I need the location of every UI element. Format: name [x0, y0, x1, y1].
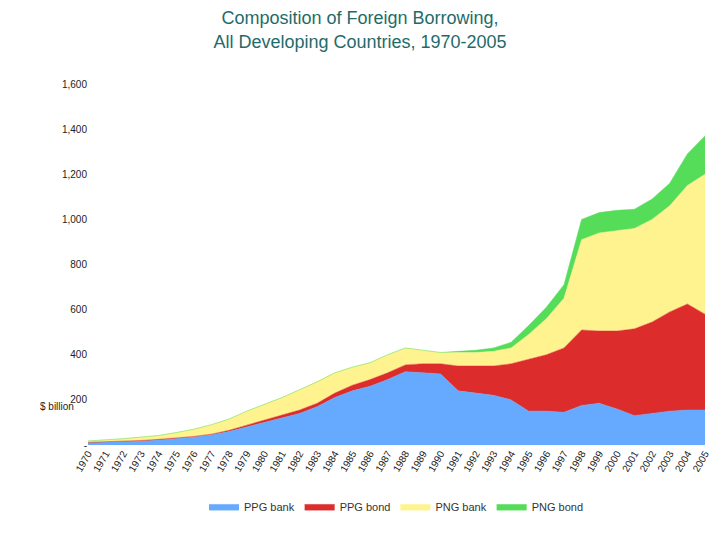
svg-text:1976: 1976 [179, 449, 200, 474]
svg-text:1986: 1986 [355, 449, 376, 474]
svg-text:Composition of Foreign Borrowi: Composition of Foreign Borrowing,All Dev… [213, 8, 506, 51]
svg-text:1,000: 1,000 [62, 214, 87, 225]
svg-text:1990: 1990 [426, 449, 447, 474]
svg-text:1984: 1984 [320, 449, 341, 474]
svg-text:1,200: 1,200 [62, 169, 87, 180]
svg-text:2003: 2003 [655, 449, 676, 474]
svg-text:1975: 1975 [162, 449, 183, 474]
svg-text:PNG bond: PNG bond [532, 501, 583, 513]
svg-text:$ billion: $ billion [40, 401, 74, 412]
svg-text:2000: 2000 [602, 449, 623, 474]
svg-text:1985: 1985 [338, 449, 359, 474]
svg-text:400: 400 [70, 349, 87, 360]
svg-text:1997: 1997 [549, 449, 570, 474]
svg-text:1998: 1998 [567, 449, 588, 474]
svg-text:1970: 1970 [73, 449, 94, 474]
svg-text:PNG bank: PNG bank [435, 501, 486, 513]
svg-text:1996: 1996 [532, 449, 553, 474]
svg-text:1971: 1971 [91, 449, 112, 474]
svg-text:1991: 1991 [444, 449, 465, 474]
svg-text:1983: 1983 [303, 449, 324, 474]
svg-text:1973: 1973 [126, 449, 147, 474]
svg-text:1974: 1974 [144, 449, 165, 474]
svg-text:1988: 1988 [391, 449, 412, 474]
svg-text:1982: 1982 [285, 449, 306, 474]
svg-text:PPG bank: PPG bank [244, 501, 295, 513]
svg-text:1978: 1978 [214, 449, 235, 474]
svg-text:1999: 1999 [585, 449, 606, 474]
svg-text:1979: 1979 [232, 449, 253, 474]
svg-text:-: - [84, 440, 87, 451]
svg-text:1987: 1987 [373, 449, 394, 474]
svg-text:2004: 2004 [673, 449, 694, 474]
svg-text:800: 800 [70, 259, 87, 270]
svg-text:2002: 2002 [638, 449, 659, 474]
svg-text:1993: 1993 [479, 449, 500, 474]
svg-text:1989: 1989 [408, 449, 429, 474]
svg-text:1977: 1977 [197, 449, 218, 474]
svg-text:2005: 2005 [690, 449, 711, 474]
svg-text:1972: 1972 [109, 449, 130, 474]
svg-text:1992: 1992 [461, 449, 482, 474]
svg-text:1981: 1981 [267, 449, 288, 474]
svg-text:PPG bond: PPG bond [340, 501, 391, 513]
svg-text:600: 600 [70, 304, 87, 315]
svg-text:1,600: 1,600 [62, 79, 87, 90]
svg-text:1980: 1980 [250, 449, 271, 474]
svg-text:1995: 1995 [514, 449, 535, 474]
svg-text:2001: 2001 [620, 449, 641, 474]
svg-text:200: 200 [70, 394, 87, 405]
svg-text:1994: 1994 [497, 449, 518, 474]
svg-text:1,400: 1,400 [62, 124, 87, 135]
